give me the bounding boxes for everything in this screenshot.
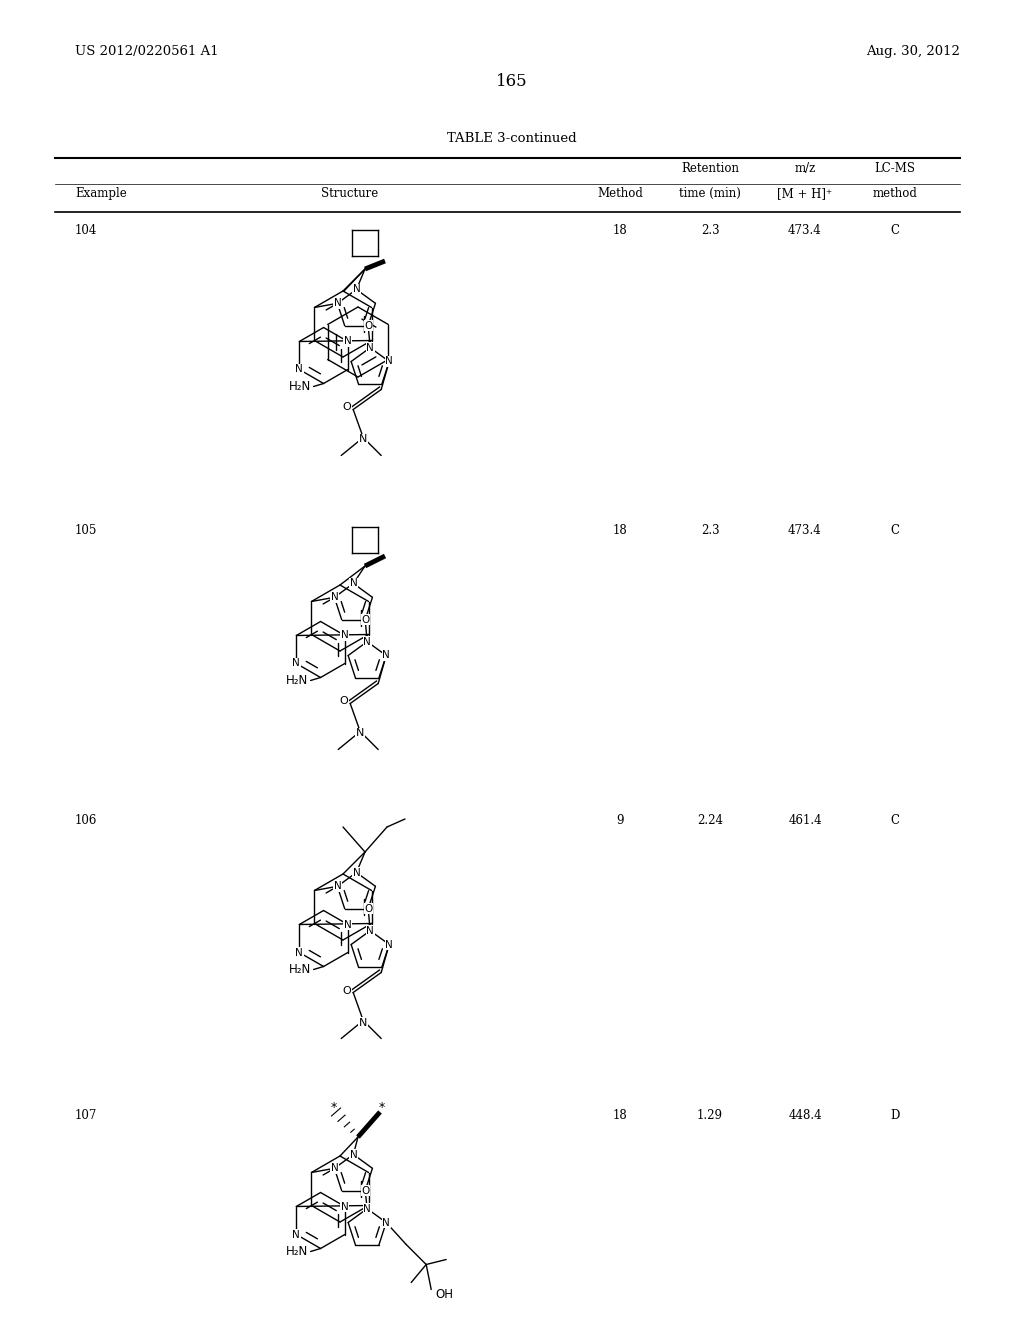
Text: Aug. 30, 2012: Aug. 30, 2012 bbox=[866, 45, 961, 58]
Text: 106: 106 bbox=[75, 814, 97, 828]
Text: [M + H]⁺: [M + H]⁺ bbox=[777, 187, 833, 199]
Text: N: N bbox=[349, 1150, 357, 1159]
Text: *: * bbox=[379, 1101, 385, 1114]
Text: m/z: m/z bbox=[795, 162, 816, 176]
Text: method: method bbox=[872, 187, 918, 199]
Text: N: N bbox=[344, 337, 351, 346]
Text: O: O bbox=[361, 1185, 370, 1196]
Text: N: N bbox=[385, 356, 393, 367]
Text: 473.4: 473.4 bbox=[788, 224, 822, 238]
Text: 2.3: 2.3 bbox=[700, 224, 719, 238]
Text: Structure: Structure bbox=[322, 187, 379, 199]
Text: O: O bbox=[343, 986, 351, 995]
Text: 104: 104 bbox=[75, 224, 97, 238]
Text: O: O bbox=[365, 321, 373, 331]
Text: N: N bbox=[367, 343, 374, 352]
Text: 2.3: 2.3 bbox=[700, 524, 719, 537]
Text: Method: Method bbox=[597, 187, 643, 199]
Text: 2.24: 2.24 bbox=[697, 814, 723, 828]
Text: N: N bbox=[341, 1201, 349, 1212]
Text: 448.4: 448.4 bbox=[788, 1109, 822, 1122]
Text: N: N bbox=[382, 1217, 390, 1228]
Text: N: N bbox=[349, 578, 357, 589]
Text: time (min): time (min) bbox=[679, 187, 741, 199]
Text: N: N bbox=[359, 1018, 368, 1027]
Text: N: N bbox=[385, 940, 393, 949]
Text: 18: 18 bbox=[612, 1109, 628, 1122]
Text: 165: 165 bbox=[497, 74, 527, 91]
Text: N: N bbox=[293, 659, 300, 668]
Text: Retention: Retention bbox=[681, 162, 739, 176]
Text: 461.4: 461.4 bbox=[788, 814, 822, 828]
Text: N: N bbox=[364, 636, 371, 647]
Text: O: O bbox=[343, 403, 351, 412]
Text: US 2012/0220561 A1: US 2012/0220561 A1 bbox=[75, 45, 219, 58]
Text: H₂N: H₂N bbox=[290, 964, 311, 975]
Text: Example: Example bbox=[75, 187, 127, 199]
Text: 473.4: 473.4 bbox=[788, 524, 822, 537]
Text: 1.29: 1.29 bbox=[697, 1109, 723, 1122]
Text: N: N bbox=[296, 948, 303, 957]
Text: N: N bbox=[331, 1163, 338, 1173]
Text: 107: 107 bbox=[75, 1109, 97, 1122]
Text: OH: OH bbox=[435, 1288, 454, 1302]
Text: N: N bbox=[382, 651, 390, 660]
Text: H₂N: H₂N bbox=[287, 675, 308, 686]
Text: C: C bbox=[891, 224, 899, 238]
Text: N: N bbox=[331, 593, 338, 602]
Text: N: N bbox=[359, 434, 368, 445]
Text: TABLE 3-continued: TABLE 3-continued bbox=[447, 132, 577, 144]
Text: O: O bbox=[365, 904, 373, 913]
Text: N: N bbox=[293, 1229, 300, 1239]
Text: O: O bbox=[361, 615, 370, 624]
Text: N: N bbox=[356, 729, 365, 738]
Text: N: N bbox=[352, 285, 360, 294]
Text: H₂N: H₂N bbox=[287, 1245, 308, 1258]
Text: *: * bbox=[331, 1101, 337, 1114]
Text: N: N bbox=[364, 1204, 371, 1213]
Text: LC-MS: LC-MS bbox=[874, 162, 915, 176]
Text: N: N bbox=[296, 364, 303, 375]
Text: N: N bbox=[334, 298, 341, 309]
Text: 105: 105 bbox=[75, 524, 97, 537]
Text: 9: 9 bbox=[616, 814, 624, 828]
Text: D: D bbox=[890, 1109, 900, 1122]
Text: N: N bbox=[341, 631, 349, 640]
Text: N: N bbox=[334, 882, 341, 891]
Text: 18: 18 bbox=[612, 224, 628, 238]
Text: O: O bbox=[340, 697, 348, 706]
Text: N: N bbox=[344, 920, 351, 929]
Text: 18: 18 bbox=[612, 524, 628, 537]
Text: N: N bbox=[352, 867, 360, 878]
Text: C: C bbox=[891, 524, 899, 537]
Text: N: N bbox=[367, 925, 374, 936]
Text: C: C bbox=[891, 814, 899, 828]
Text: H₂N: H₂N bbox=[290, 380, 311, 393]
